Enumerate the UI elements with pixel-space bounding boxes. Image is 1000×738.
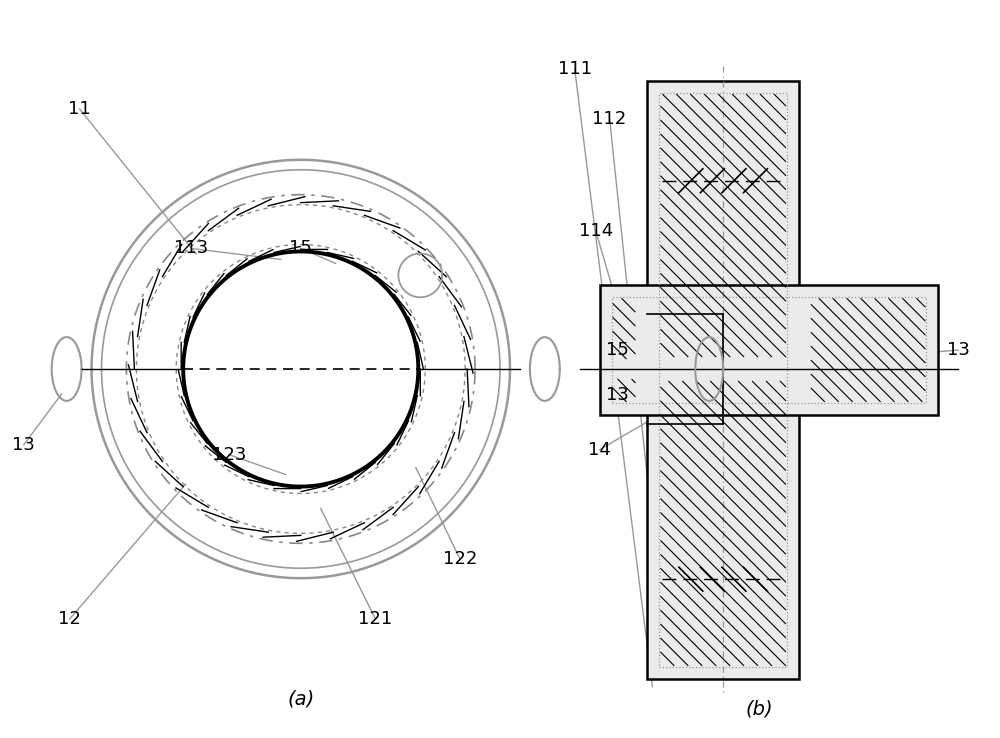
Text: 122: 122: [443, 551, 477, 568]
Text: 113: 113: [174, 239, 208, 258]
Text: 12: 12: [58, 610, 81, 628]
Bar: [647, 81, 799, 679]
Text: 11: 11: [68, 100, 91, 118]
Text: 14: 14: [588, 441, 611, 459]
Text: 13: 13: [606, 386, 629, 404]
Bar: [600, 286, 938, 415]
Text: 15: 15: [606, 341, 629, 359]
Text: 111: 111: [558, 60, 592, 78]
Text: (b): (b): [745, 699, 773, 718]
Text: 15: 15: [289, 239, 312, 258]
Text: 114: 114: [579, 221, 613, 240]
Text: 123: 123: [212, 446, 246, 463]
Text: 121: 121: [358, 610, 393, 628]
Text: 112: 112: [592, 110, 627, 128]
Text: (a): (a): [287, 689, 314, 708]
Text: 13: 13: [947, 341, 970, 359]
Bar: [612, 297, 926, 403]
Bar: [659, 93, 787, 667]
Text: 13: 13: [12, 435, 35, 454]
